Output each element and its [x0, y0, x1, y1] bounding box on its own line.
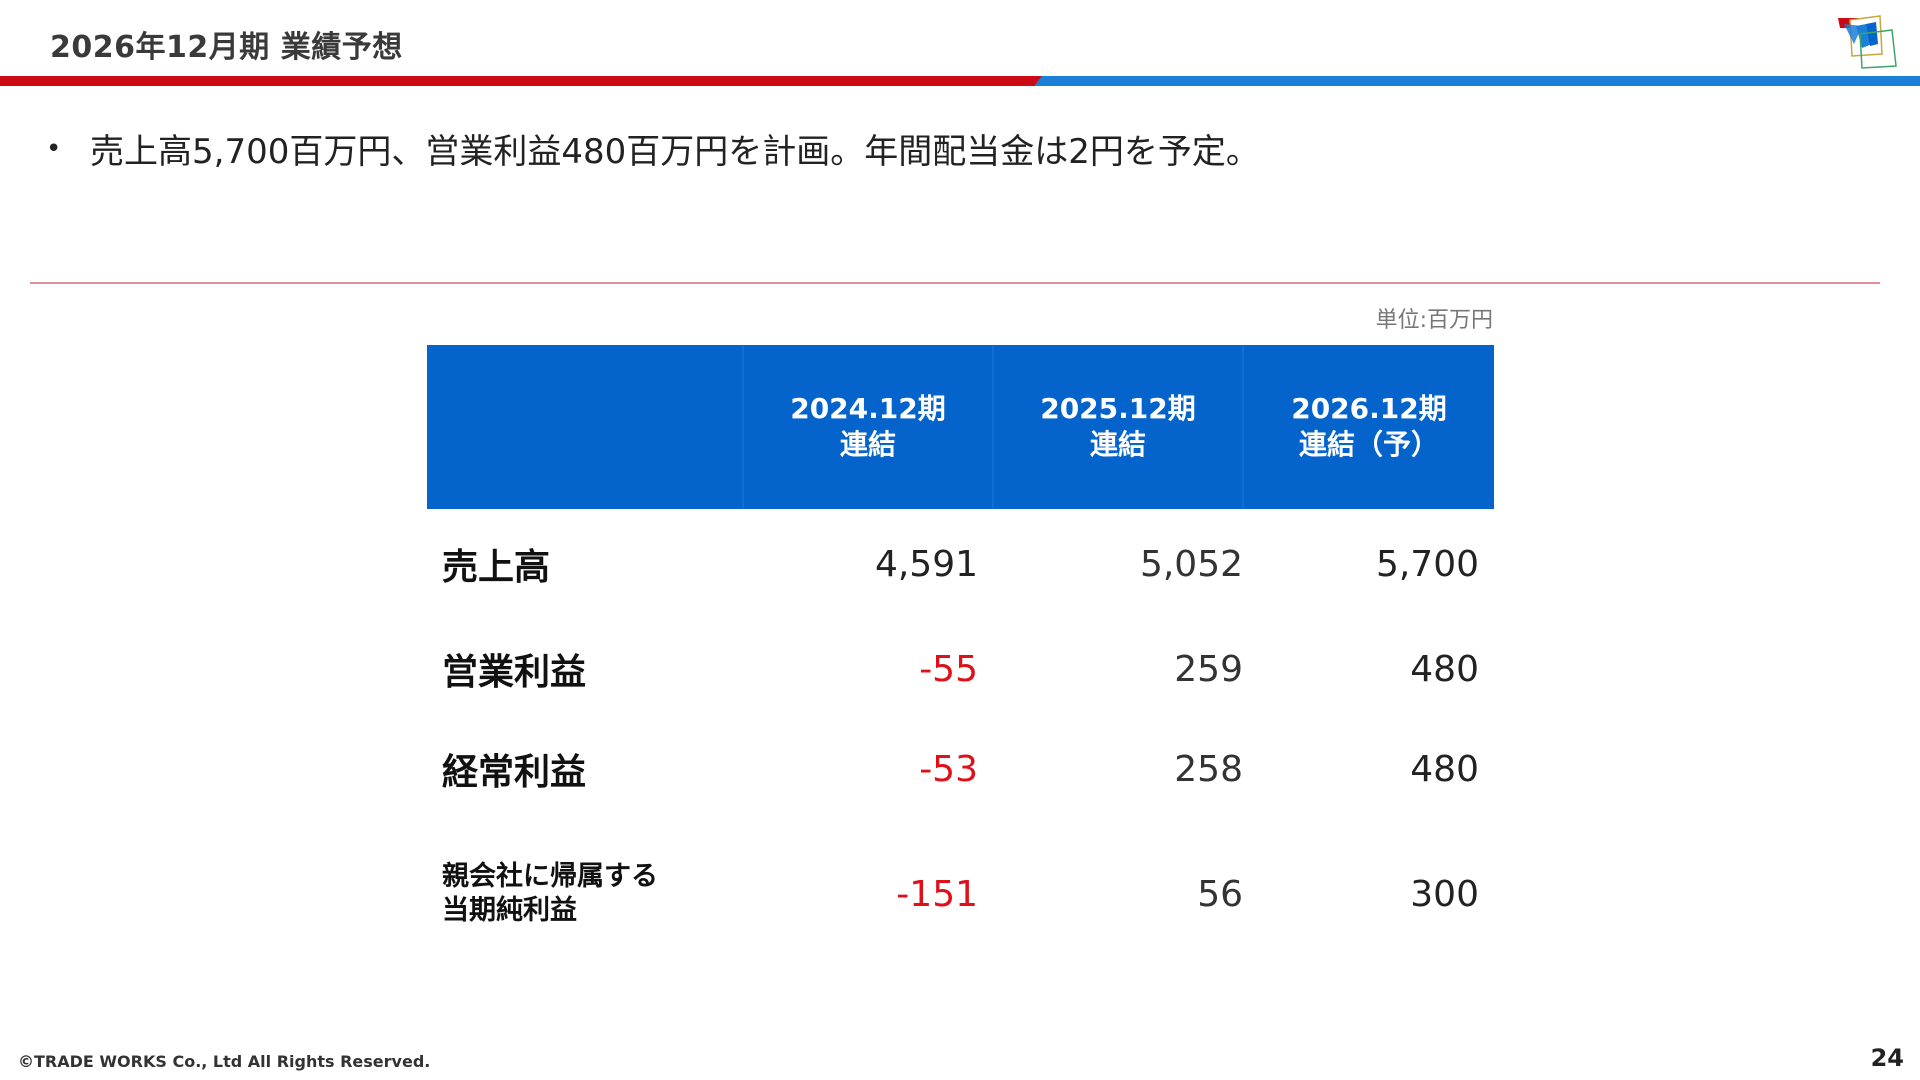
header-accent-red: [0, 76, 1042, 86]
value-cell: -55: [919, 648, 978, 690]
value-cell: -53: [919, 748, 978, 790]
column-basis: 連結（予）: [1298, 428, 1439, 461]
column-basis: 連結: [839, 428, 896, 461]
section-divider: [30, 282, 1880, 284]
value-cell: -151: [896, 873, 978, 915]
forecast-table: 2024.12期 連結 2025.12期 連結 2026.12期 連結（予） 売…: [427, 345, 1494, 969]
trade-works-logo-icon: [1838, 15, 1897, 69]
page-title: 2026年12月期 業績予想: [50, 30, 403, 65]
header-blank-cell: [427, 345, 744, 509]
value-cell: 5,700: [1375, 543, 1479, 585]
page-number: 24: [1870, 1044, 1904, 1072]
copyright-text: ©TRADE WORKS Co., Ltd All Rights Reserve…: [18, 1052, 431, 1071]
column-header-fy2024: 2024.12期 連結: [743, 345, 994, 509]
column-header-fy2026: 2026.12期 連結（予）: [1243, 345, 1494, 509]
value-cell: 259: [1174, 648, 1243, 690]
row-label: 営業利益: [442, 652, 587, 693]
value-cell: 480: [1410, 748, 1479, 790]
value-cell: 56: [1197, 873, 1243, 915]
unit-label: 単位:百万円: [1375, 308, 1493, 333]
table-row: 売上高 4,591 5,052 5,700: [427, 509, 1494, 619]
value-cell: 5,052: [1139, 543, 1243, 585]
column-header-fy2025: 2025.12期 連結: [993, 345, 1244, 509]
row-label-line1: 親会社に帰属する: [442, 861, 658, 892]
row-label-line2: 当期純利益: [442, 895, 577, 926]
row-label: 売上高: [442, 547, 551, 588]
table-row: 経常利益 -53 258 480: [427, 719, 1494, 819]
column-basis: 連結: [1089, 428, 1146, 461]
bullet-symbol: •: [46, 133, 62, 164]
row-label: 経常利益: [442, 752, 587, 793]
table-header-row: 2024.12期 連結 2025.12期 連結 2026.12期 連結（予）: [427, 345, 1494, 509]
row-label: 親会社に帰属する 当期純利益: [427, 819, 743, 969]
value-cell: 480: [1410, 648, 1479, 690]
value-cell: 300: [1410, 873, 1479, 915]
column-period: 2024.12期: [790, 392, 946, 425]
column-period: 2026.12期: [1291, 392, 1447, 425]
value-cell: 258: [1174, 748, 1243, 790]
value-cell: 4,591: [874, 543, 978, 585]
summary-bullet: • 売上高5,700百万円、営業利益480百万円を計画。年間配当金は2円を予定。: [46, 124, 1260, 173]
header-accent-blue: [1034, 76, 1920, 86]
table-row: 営業利益 -55 259 480: [427, 619, 1494, 719]
column-period: 2025.12期: [1040, 392, 1196, 425]
table-row: 親会社に帰属する 当期純利益 -151 56 300: [427, 819, 1494, 969]
summary-text: 売上高5,700百万円、営業利益480百万円を計画。年間配当金は2円を予定。: [90, 132, 1260, 172]
